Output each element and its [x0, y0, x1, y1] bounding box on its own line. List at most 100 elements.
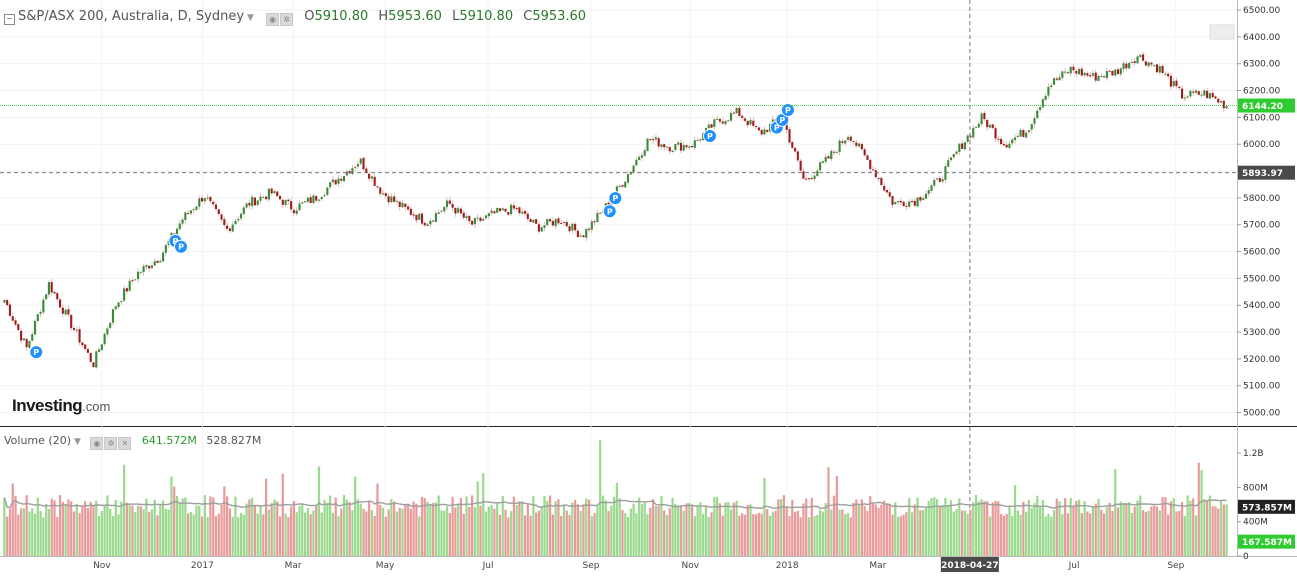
candle[interactable]	[1206, 90, 1209, 99]
candle[interactable]	[72, 328, 76, 330]
candle[interactable]	[22, 338, 25, 341]
candle[interactable]	[1189, 90, 1192, 97]
candle[interactable]	[95, 351, 98, 368]
volume-bar[interactable]	[1108, 502, 1111, 556]
volume-bar[interactable]	[896, 516, 900, 556]
candle[interactable]	[677, 142, 680, 145]
volume-bar[interactable]	[615, 482, 619, 556]
candle[interactable]	[390, 196, 393, 203]
volume-bar[interactable]	[574, 499, 577, 556]
candle[interactable]	[501, 208, 504, 211]
volume-bar[interactable]	[256, 513, 259, 556]
candle[interactable]	[1091, 73, 1095, 76]
volume-bar[interactable]	[370, 510, 374, 556]
candle[interactable]	[1041, 99, 1044, 108]
volume-bar[interactable]	[504, 509, 507, 556]
candle[interactable]	[36, 314, 39, 321]
volume-bar[interactable]	[223, 486, 226, 556]
volume-bar[interactable]	[1180, 501, 1184, 556]
candle[interactable]	[309, 197, 312, 204]
volume-bar[interactable]	[930, 498, 933, 556]
pivot-marker[interactable]	[702, 129, 717, 144]
volume-bar[interactable]	[122, 464, 126, 556]
candle[interactable]	[106, 328, 109, 335]
volume-bar[interactable]	[326, 502, 329, 556]
volume-bar[interactable]	[551, 514, 554, 556]
volume-bar[interactable]	[813, 516, 816, 556]
volume-bar[interactable]	[835, 476, 838, 556]
candle[interactable]	[462, 212, 465, 218]
candle[interactable]	[835, 152, 838, 154]
volume-bar[interactable]	[924, 507, 928, 556]
volume-bar[interactable]	[746, 504, 749, 556]
candle[interactable]	[755, 126, 758, 128]
candle[interactable]	[855, 142, 858, 146]
volume-bar[interactable]	[1033, 503, 1036, 556]
volume-bar[interactable]	[690, 505, 694, 556]
volume-bar[interactable]	[885, 504, 889, 556]
minus-square-icon[interactable]: −	[4, 14, 15, 25]
candle[interactable]	[189, 210, 192, 214]
volume-bar[interactable]	[857, 505, 861, 556]
candle[interactable]	[936, 178, 939, 180]
candle[interactable]	[1200, 94, 1203, 96]
candle[interactable]	[574, 223, 577, 231]
volume-bar[interactable]	[92, 505, 95, 556]
candle[interactable]	[713, 119, 716, 127]
volume-bar[interactable]	[278, 516, 282, 556]
volume-bar[interactable]	[560, 515, 563, 556]
volume-bar[interactable]	[367, 500, 371, 556]
volume-bar[interactable]	[445, 506, 449, 556]
candle[interactable]	[103, 333, 106, 345]
volume-bar[interactable]	[869, 495, 872, 556]
volume-bar[interactable]	[395, 511, 399, 556]
volume-bar[interactable]	[665, 514, 669, 556]
volume-bar[interactable]	[1136, 500, 1139, 556]
candle[interactable]	[131, 280, 134, 282]
volume-bar[interactable]	[1122, 502, 1125, 556]
volume-bar[interactable]	[67, 499, 70, 556]
volume-bar[interactable]	[290, 506, 293, 556]
volume-bar[interactable]	[1005, 513, 1008, 556]
candle[interactable]	[278, 195, 282, 200]
candle[interactable]	[1025, 132, 1028, 138]
candle[interactable]	[512, 205, 515, 209]
candle[interactable]	[1008, 143, 1011, 149]
candle[interactable]	[1072, 66, 1075, 71]
candle[interactable]	[387, 196, 390, 203]
volume-bar[interactable]	[1019, 514, 1022, 556]
candle[interactable]	[407, 206, 410, 210]
candle[interactable]	[1022, 130, 1025, 137]
volume-bar[interactable]	[716, 497, 719, 556]
candle[interactable]	[526, 213, 529, 220]
volume-bar[interactable]	[136, 505, 140, 556]
volume-bar[interactable]	[1027, 500, 1031, 556]
volume-bar[interactable]	[651, 499, 655, 556]
candle[interactable]	[986, 119, 989, 128]
volume-bar[interactable]	[735, 500, 738, 556]
volume-bar[interactable]	[537, 510, 541, 556]
volume-bar[interactable]	[476, 481, 479, 556]
candle[interactable]	[84, 344, 87, 350]
volume-bar[interactable]	[22, 508, 25, 556]
volume-bar[interactable]	[677, 505, 680, 556]
volume-bar[interactable]	[1219, 500, 1223, 556]
candle[interactable]	[980, 113, 983, 125]
volume-bar[interactable]	[668, 508, 671, 556]
candle[interactable]	[1058, 77, 1061, 81]
candle[interactable]	[824, 156, 827, 162]
candle[interactable]	[1105, 70, 1108, 79]
volume-bar[interactable]	[685, 503, 688, 556]
volume-bar[interactable]	[1211, 506, 1214, 556]
candle[interactable]	[476, 217, 479, 219]
candle[interactable]	[301, 202, 304, 204]
candle[interactable]	[175, 228, 179, 235]
volume-bar[interactable]	[757, 512, 760, 556]
volume-bar[interactable]	[807, 517, 811, 556]
volume-bar[interactable]	[585, 498, 588, 556]
volume-bar[interactable]	[423, 498, 426, 556]
candle[interactable]	[807, 178, 811, 180]
volume-bar[interactable]	[195, 505, 198, 556]
candle[interactable]	[590, 221, 593, 230]
candle[interactable]	[226, 225, 229, 229]
